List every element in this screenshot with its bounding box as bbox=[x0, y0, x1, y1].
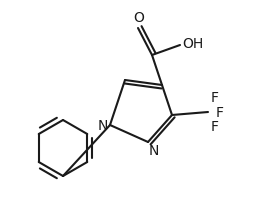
Text: O: O bbox=[134, 11, 144, 25]
Text: F: F bbox=[211, 91, 219, 105]
Text: OH: OH bbox=[182, 37, 203, 51]
Text: F: F bbox=[216, 106, 224, 120]
Text: N: N bbox=[149, 144, 159, 158]
Text: N: N bbox=[98, 119, 108, 133]
Text: F: F bbox=[211, 120, 219, 134]
